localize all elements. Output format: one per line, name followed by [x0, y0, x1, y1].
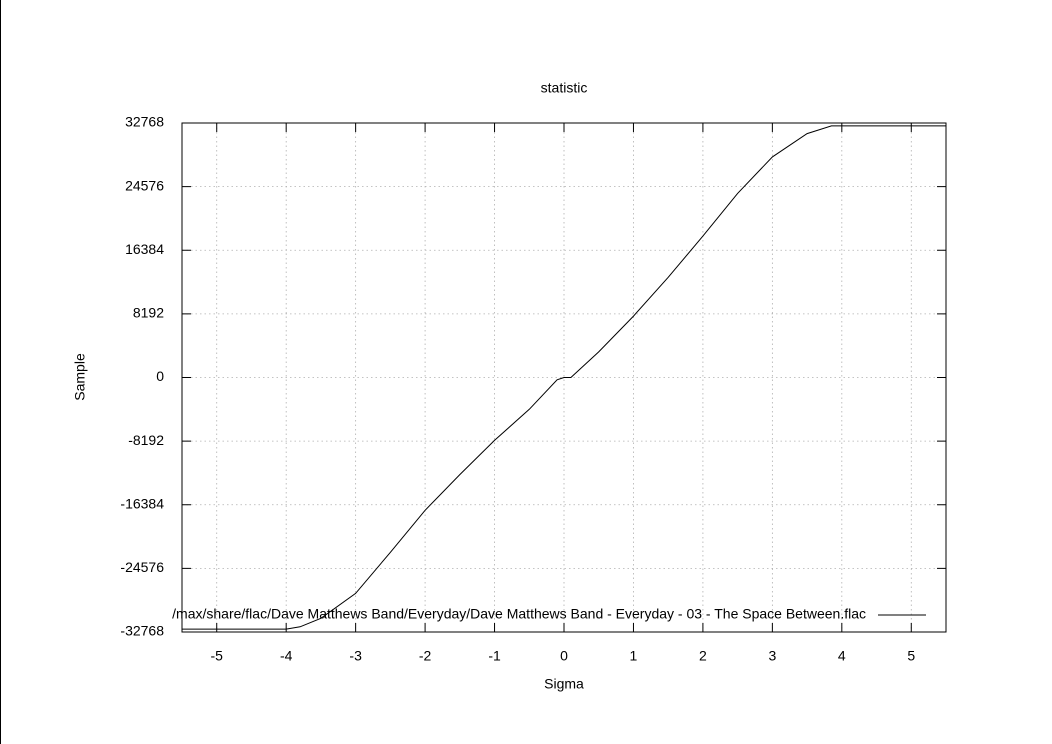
x-tick-label: 1	[630, 648, 638, 664]
chart-title: statistic	[541, 80, 588, 96]
legend-label: /max/share/flac/Dave Matthews Band/Every…	[172, 606, 866, 622]
x-tick-label: 4	[838, 648, 846, 664]
y-tick-label: -8192	[128, 432, 164, 448]
x-tick-label: -4	[280, 648, 293, 664]
x-tick-label: -3	[349, 648, 362, 664]
y-tick-label: 24576	[125, 177, 164, 193]
x-tick-label: 5	[907, 648, 915, 664]
x-axis-label: Sigma	[544, 676, 584, 692]
plot-frame	[181, 122, 947, 633]
y-axis-label: Sample	[72, 353, 88, 401]
y-tick-label: 8192	[133, 305, 164, 321]
x-tick-label: -5	[211, 648, 224, 664]
x-tick-label: 3	[768, 648, 776, 664]
data-line	[182, 125, 946, 630]
y-tick-label: -32768	[120, 623, 164, 639]
x-tick-label: -1	[488, 648, 501, 664]
y-tick-label: 32768	[125, 114, 164, 130]
y-tick-label: -16384	[120, 495, 164, 511]
x-tick-label: 2	[699, 648, 707, 664]
x-tick-label: 0	[560, 648, 568, 664]
y-tick-label: 16384	[125, 241, 164, 257]
x-tick-label: -2	[419, 648, 432, 664]
y-tick-label: -24576	[120, 559, 164, 575]
y-tick-label: 0	[156, 368, 164, 384]
